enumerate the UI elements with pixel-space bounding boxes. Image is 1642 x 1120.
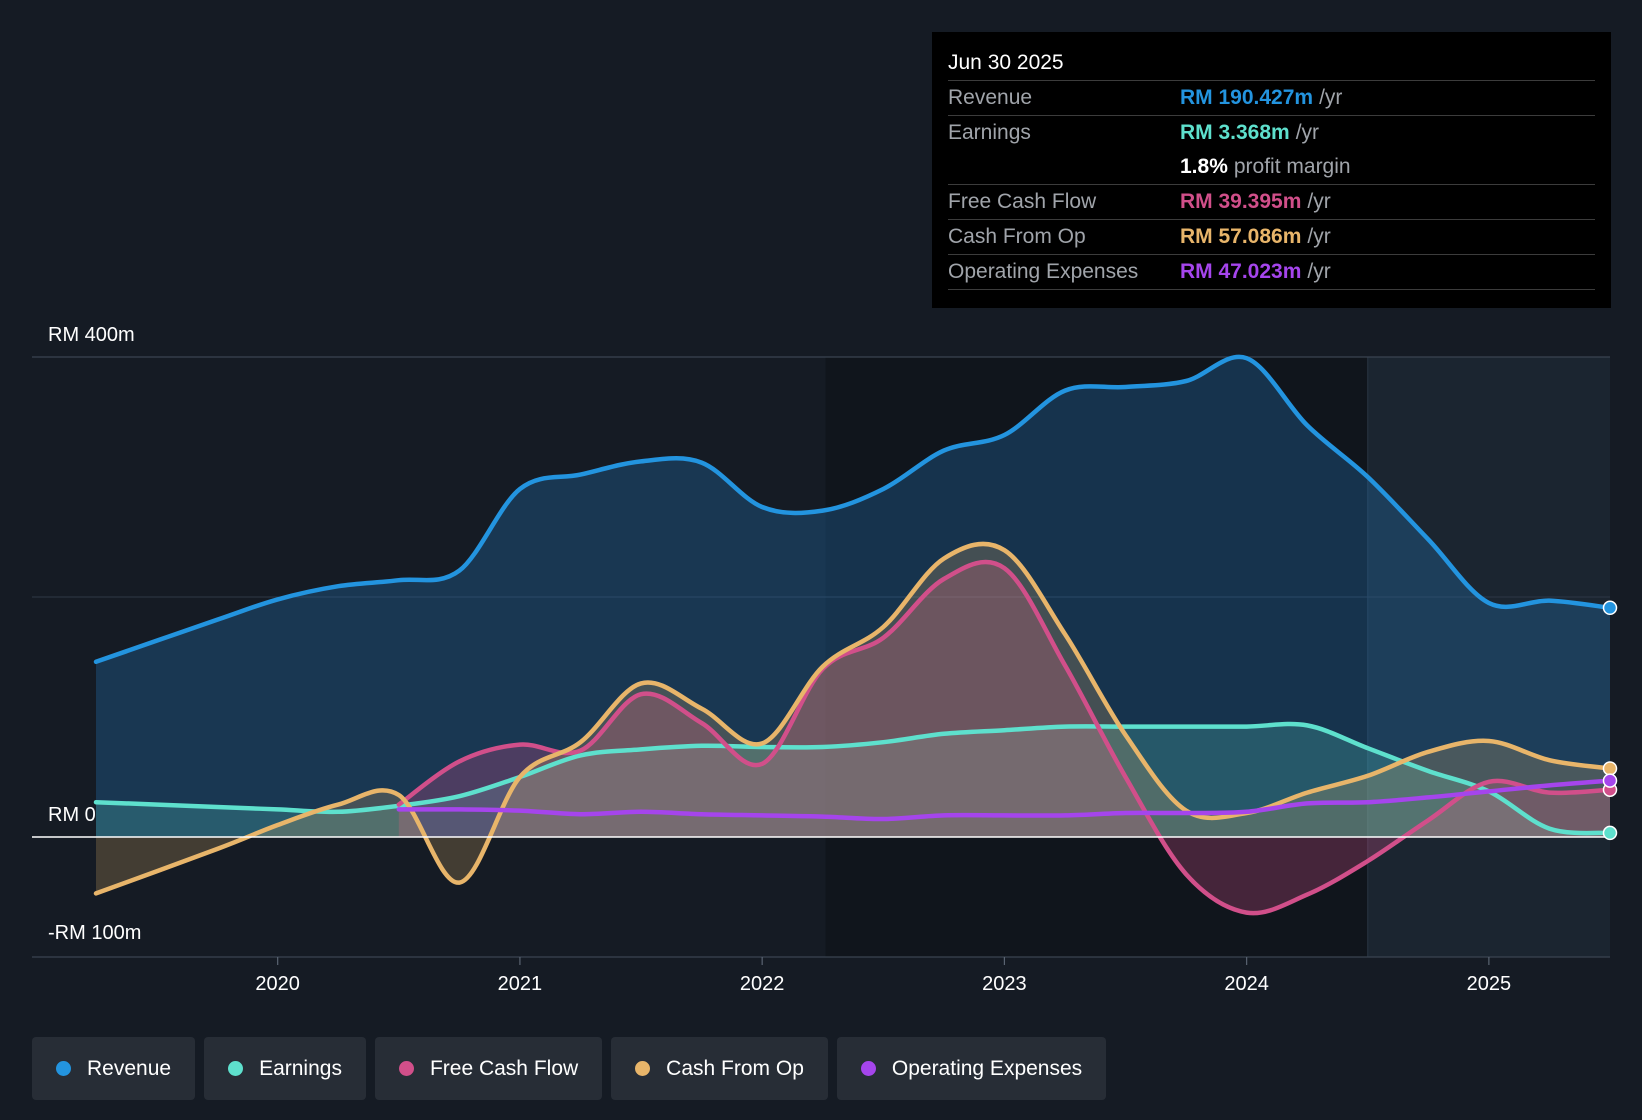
tooltip-date: Jun 30 2025 xyxy=(948,46,1595,81)
x-tick-label: 2022 xyxy=(740,973,785,995)
legend-item-free-cash-flow[interactable]: Free Cash Flow xyxy=(374,1037,603,1100)
y-tick-label: -RM 100m xyxy=(48,922,141,944)
free-cash-flow-area xyxy=(398,561,1610,914)
tooltip-unit: /yr xyxy=(1307,225,1331,248)
tooltip-row-earnings: Earnings RM 3.368m/yr xyxy=(948,116,1595,150)
free-cash-flow-dot-icon xyxy=(398,1061,414,1076)
operating-expenses-dot-icon xyxy=(860,1061,876,1076)
revenue-end-point xyxy=(1602,600,1618,616)
legend-label: Operating Expenses xyxy=(891,1056,1083,1080)
x-tick-label: 2023 xyxy=(982,973,1027,995)
tooltip-row-revenue: Revenue RM 190.427m/yr xyxy=(948,81,1595,116)
revenue-area xyxy=(96,356,1610,837)
operating-expenses-end-point xyxy=(1602,773,1618,788)
legend-label: Revenue xyxy=(87,1056,172,1080)
x-tick-label: 2021 xyxy=(498,973,543,995)
tooltip-label: Earnings xyxy=(948,121,1031,144)
tooltip-unit: /yr xyxy=(1295,121,1320,144)
tooltip-row-free-cash-flow: Free Cash Flow RM 39.395m/yr xyxy=(948,185,1595,220)
legend-item-earnings[interactable]: Earnings xyxy=(204,1037,366,1100)
forecast-region xyxy=(1367,357,1610,957)
y-tick-label: RM 0 xyxy=(48,804,96,826)
tooltip-label: Free Cash Flow xyxy=(948,190,1097,213)
chart: RM 400m RM 0 -RM 100m 2020 2021 2022 2023 2024 2… xyxy=(32,324,1618,995)
tooltip-unit: /yr xyxy=(1307,260,1331,283)
legend-label: Earnings xyxy=(259,1056,342,1080)
earnings-end-point xyxy=(1602,825,1618,841)
tooltip-value: RM 57.086m xyxy=(1180,225,1302,248)
earnings-line xyxy=(93,721,1613,836)
operating-expenses-line xyxy=(396,778,1613,822)
revenue-line xyxy=(93,354,1613,665)
y-tick-label: RM 400m xyxy=(48,324,135,346)
legend: Revenue Earnings Free Cash Flow Cash Fro… xyxy=(32,1037,1115,1100)
profit-margin-value: 1.8% xyxy=(1180,155,1228,178)
tooltip-label: Cash From Op xyxy=(948,225,1086,248)
tooltip-label: Revenue xyxy=(948,86,1033,109)
tooltip-unit: /yr xyxy=(1307,190,1331,213)
cash-from-op-area xyxy=(96,543,1610,894)
x-tick-label: 2024 xyxy=(1224,973,1269,995)
revenue-dot-icon xyxy=(56,1061,71,1076)
tooltip-value: RM 47.023m xyxy=(1180,260,1302,283)
tooltip-label: Operating Expenses xyxy=(948,260,1139,283)
tooltip-row-operating-expenses: Operating Expenses RM 47.023m/yr xyxy=(948,255,1595,290)
legend-item-cash-from-op[interactable]: Cash From Op xyxy=(611,1037,828,1100)
free-cash-flow-line xyxy=(396,559,1613,916)
x-tick-label: 2020 xyxy=(255,973,300,995)
legend-label: Cash From Op xyxy=(666,1056,804,1080)
legend-item-operating-expenses[interactable]: Operating Expenses xyxy=(836,1037,1107,1100)
tooltip: Jun 30 2025 Revenue RM 190.427m/yr Earni… xyxy=(932,32,1611,308)
cash-from-op-end-point xyxy=(1602,761,1618,776)
tooltip-row-margin: 1.8% profit margin xyxy=(948,150,1595,185)
cash-from-op-line xyxy=(93,541,1613,896)
tooltip-unit: /yr xyxy=(1319,86,1343,109)
cash-from-op-dot-icon xyxy=(635,1061,651,1076)
tooltip-value: RM 39.395m xyxy=(1180,190,1302,213)
past-shade xyxy=(825,357,1368,957)
tooltip-value: RM 190.427m xyxy=(1180,86,1314,109)
earnings-dot-icon xyxy=(228,1061,244,1076)
tooltip-value: RM 3.368m xyxy=(1180,121,1290,144)
legend-label: Free Cash Flow xyxy=(429,1056,579,1080)
profit-margin-text: profit margin xyxy=(1233,155,1351,178)
tooltip-row-cash-from-op: Cash From Op RM 57.086m/yr xyxy=(948,220,1595,255)
x-tick-label: 2025 xyxy=(1467,973,1512,995)
legend-item-revenue[interactable]: Revenue xyxy=(32,1037,196,1100)
